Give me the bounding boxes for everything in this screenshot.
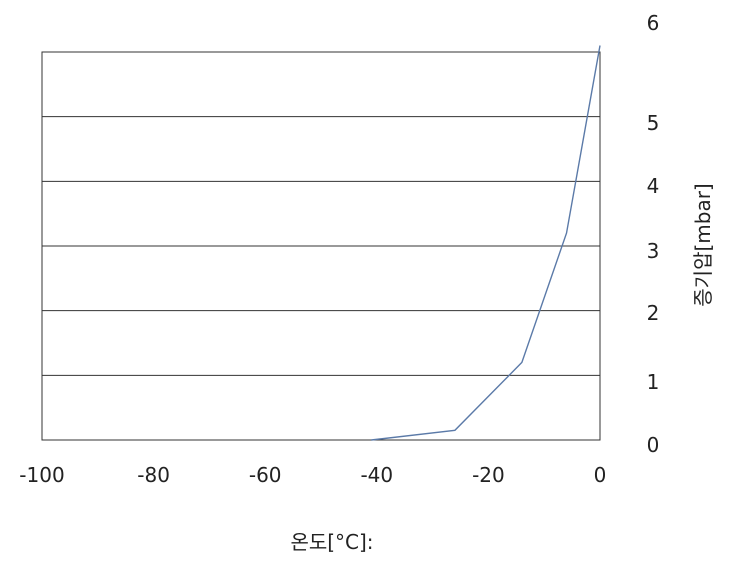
y-tick-label: 1 [647,370,660,394]
plot-area [41,51,601,441]
y-tick-label: 3 [647,239,660,263]
series-layer [371,45,601,441]
y-tick-label: 0 [647,433,660,457]
x-tick-label: -60 [249,463,282,487]
y-tick-label: 5 [647,111,660,135]
y-axis-label: 증기압[mbar] [691,183,715,306]
x-tick-label: -20 [472,463,505,487]
y-tick-label: 4 [647,174,660,198]
x-tick-label: -40 [360,463,393,487]
y-tick-label: 6 [647,11,660,35]
grid-lines [42,116,600,376]
vapor-pressure-line [371,45,601,441]
x-tick-label: -80 [137,463,170,487]
x-tick-label: 0 [594,463,607,487]
x-axis-label: 온도[°C]: [290,530,373,554]
x-tick-label: -100 [19,463,64,487]
y-axis-ticks: 0 1 2 3 4 5 6 [647,11,660,457]
x-axis-ticks: -100 -80 -60 -40 -20 0 [19,463,606,487]
y-tick-label: 2 [647,301,660,325]
